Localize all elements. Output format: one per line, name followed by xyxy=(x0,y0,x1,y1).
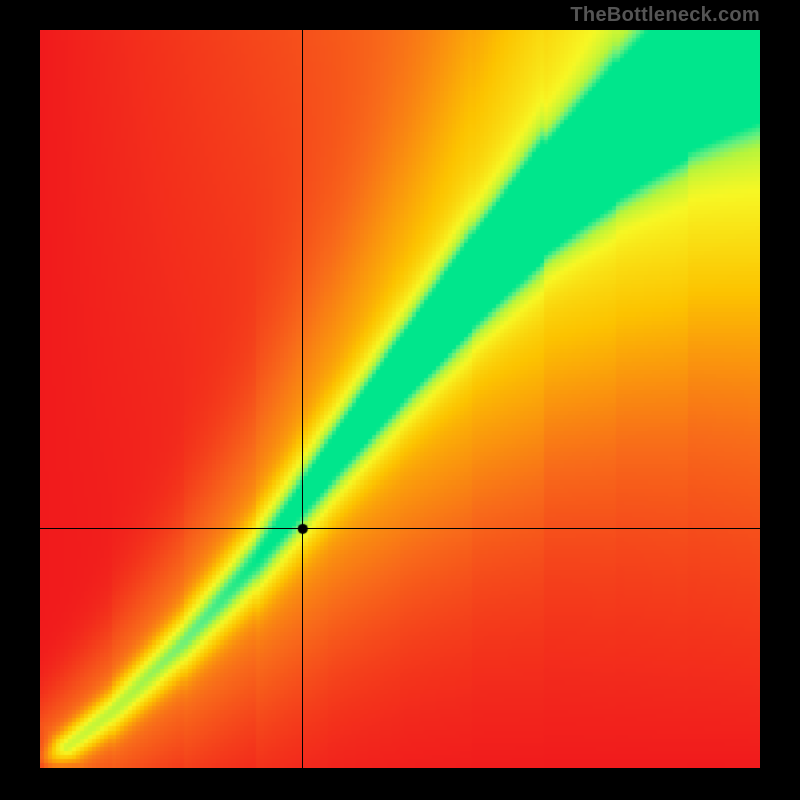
bottleneck-heatmap xyxy=(40,30,760,768)
chart-container: TheBottleneck.com xyxy=(0,0,800,800)
crosshair-horizontal xyxy=(40,528,760,529)
attribution-text: TheBottleneck.com xyxy=(570,4,760,27)
crosshair-vertical xyxy=(302,30,303,768)
